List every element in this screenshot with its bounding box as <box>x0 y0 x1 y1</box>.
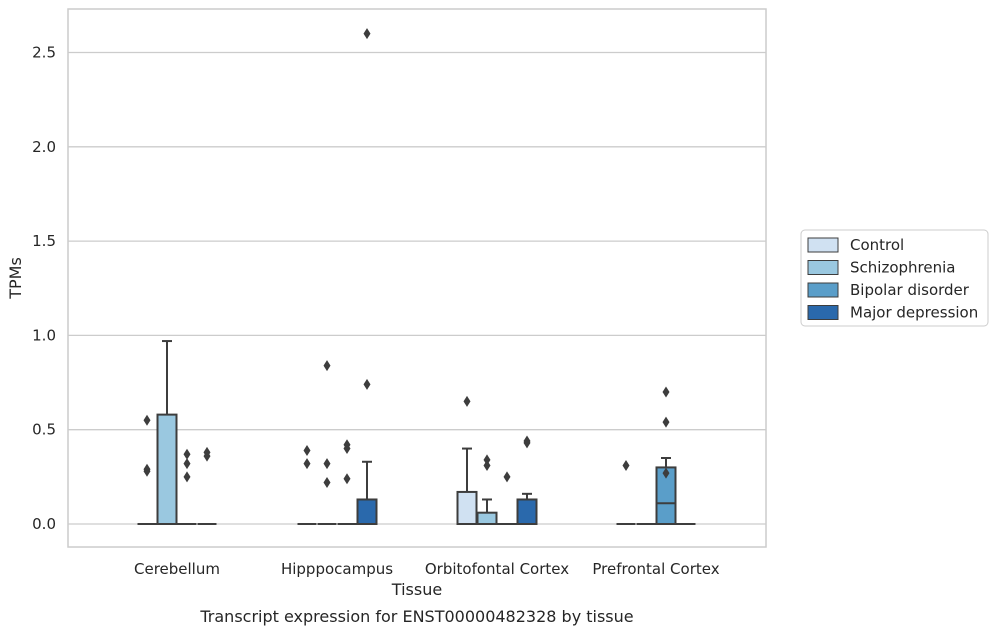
y-tick-labels: 0.0 0.5 1.0 1.5 2.0 2.5 <box>32 44 56 534</box>
outlier-point <box>662 386 670 398</box>
box-major-depression <box>356 28 378 525</box>
box-iqr <box>516 498 538 525</box>
outlier-point <box>303 444 311 456</box>
y-tick-label: 2.0 <box>32 138 56 156</box>
outlier-point <box>143 414 151 426</box>
outlier-point <box>303 458 311 470</box>
y-tick-label: 1.5 <box>32 232 56 250</box>
boxes <box>137 28 696 526</box>
outlier-point <box>143 463 151 475</box>
box-control <box>137 414 157 525</box>
box-bipolar-disorder <box>497 471 517 525</box>
legend-swatch <box>807 260 839 275</box>
chart-caption: Transcript expression for ENST0000048232… <box>199 607 633 626</box>
x-tick-label: Hipppocampus <box>281 560 393 578</box>
outlier-point <box>363 28 371 40</box>
outlier-point <box>523 437 531 449</box>
y-tick-label: 0.0 <box>32 515 56 533</box>
outlier-point <box>323 458 331 470</box>
box-iqr <box>356 498 378 525</box>
legend-label: Schizophrenia <box>850 259 955 277</box>
legend-label: Major depression <box>850 304 978 322</box>
y-tick-label: 0.5 <box>32 421 56 439</box>
outlier-point <box>622 460 630 472</box>
box-major-depression <box>197 446 217 525</box>
y-axis-label: TPMs <box>6 257 25 300</box>
x-tick-labels: Cerebellum Hipppocampus Orbitofontal Corte… <box>134 560 720 578</box>
box-control <box>616 460 636 525</box>
box-bipolar-disorder <box>177 448 197 525</box>
box-iqr <box>456 490 478 525</box>
legend-swatch <box>807 305 839 320</box>
outlier-point <box>183 471 191 483</box>
box-iqr <box>655 466 677 526</box>
box-schizophrenia <box>156 340 178 525</box>
outlier-point <box>662 467 670 479</box>
legend-label: Bipolar disorder <box>850 281 970 299</box>
legend-swatch <box>807 282 839 298</box>
box-iqr <box>476 511 498 526</box>
plot-frame <box>67 8 767 548</box>
box-control <box>456 395 478 525</box>
outlier-point <box>463 395 471 407</box>
box-control <box>297 444 317 525</box>
box-schizophrenia <box>317 360 337 525</box>
legend-label: Control <box>850 236 904 254</box>
outlier-point <box>483 454 491 466</box>
outlier-point <box>183 448 191 460</box>
x-tick-label: Orbitofontal Cortex <box>425 560 569 578</box>
box-bipolar-disorder <box>655 386 677 526</box>
legend-frame <box>800 229 989 327</box>
box-major-depression <box>516 435 538 525</box>
y-tick-label: 1.0 <box>32 326 56 344</box>
outlier-point <box>503 471 511 483</box>
legend-swatch <box>807 237 839 253</box>
x-tick-label: Cerebellum <box>134 560 220 578</box>
x-axis-label: Tissue <box>391 580 442 599</box>
outlier-point <box>323 477 331 489</box>
y-tick-label: 2.5 <box>32 44 56 62</box>
outlier-point <box>183 458 191 470</box>
x-tick-label: Prefrontal Cortex <box>592 560 719 578</box>
outlier-point <box>363 378 371 390</box>
box-bipolar-disorder <box>337 439 357 525</box>
outlier-point <box>203 450 211 462</box>
outlier-point <box>343 473 351 485</box>
box-iqr <box>156 413 178 525</box>
outlier-point <box>662 416 670 428</box>
outlier-point <box>323 360 331 372</box>
outlier-point <box>483 460 491 472</box>
legend: Control Schizophrenia Bipolar disorder Majo… <box>800 229 989 327</box>
box-schizophrenia <box>476 454 498 526</box>
outlier-point <box>343 443 351 455</box>
